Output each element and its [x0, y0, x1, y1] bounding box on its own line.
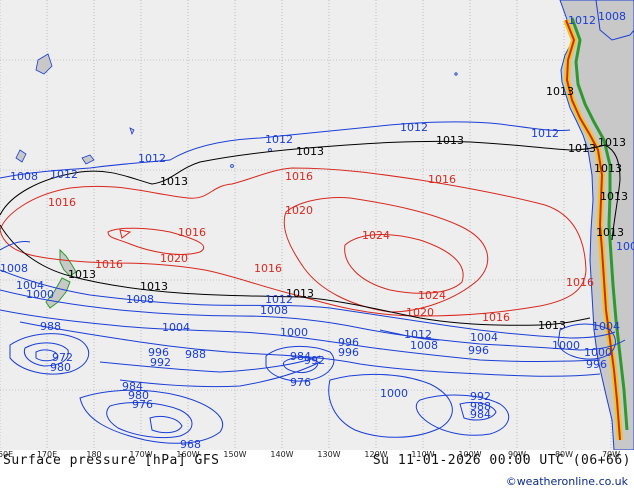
isobar-label: 1013 [160, 175, 188, 188]
isobar-label: 1013 [296, 145, 324, 158]
isobar-label: 1020 [285, 204, 313, 217]
isobar-label: 1016 [178, 226, 206, 239]
isobar-label: 1004 [592, 320, 620, 333]
isobar-label: 1013 [568, 142, 596, 155]
isobar-label: 1013 [598, 136, 626, 149]
isobar-label: 1013 [140, 280, 168, 293]
isobar-label: 968 [180, 438, 201, 450]
isobar-label: 1000 [26, 288, 54, 301]
isobar-label: 1008 [0, 262, 28, 275]
longitude-label: 80W [554, 450, 574, 459]
isobar-label: 1016 [48, 196, 76, 209]
isobar-labels-1013: 1013 1013 1013 1013 1013 1013 1013 1013 … [68, 85, 628, 332]
isobar-label: 1013 [546, 85, 574, 98]
isobar-label: 1016 [428, 173, 456, 186]
isobar-label: 1013 [600, 190, 628, 203]
isobar-label: 1008 [126, 293, 154, 306]
isobar-label: 1024 [362, 229, 390, 242]
isobar-label: 1000 [552, 339, 580, 352]
valid-time: Su 11-01-2026 00:00 UTC (06+66) [372, 453, 631, 468]
isobars-low [0, 121, 626, 444]
isobar-label: 1004 [470, 331, 498, 344]
isobar-label: 1012 [404, 328, 432, 341]
isobar-label: 988 [470, 400, 491, 413]
longitude-label: 110W [411, 450, 435, 459]
isobar-label: 1000 [584, 346, 612, 359]
isobar-label: 996 [338, 346, 359, 359]
isobar-label: 988 [40, 320, 61, 333]
isobar-label: 1016 [285, 170, 313, 183]
isobar-label: 1020 [160, 252, 188, 265]
isobar-label: 1008 [260, 304, 288, 317]
isobar-label: 992 [470, 390, 491, 403]
isobar-label: 1013 [286, 287, 314, 300]
isobar-label: 1013 [436, 134, 464, 147]
ocean-background [0, 0, 634, 450]
longitude-label: 90W [507, 450, 527, 459]
longitude-label: 70W [601, 450, 621, 459]
longitude-label: 160E [0, 450, 14, 459]
isobar-label: 1004 [16, 279, 44, 292]
isobar-label: 996 [586, 358, 607, 371]
isobar-label: 1013 [68, 268, 96, 281]
isobar-label: 1008 [616, 240, 634, 253]
isobar-label: 1012 [400, 121, 428, 134]
isobar-label: 1016 [566, 276, 594, 289]
isobar-label: 984 [122, 380, 143, 393]
isobar-label: 1013 [596, 226, 624, 239]
isobar-label: 1024 [418, 289, 446, 302]
isobar-label: 996 [468, 344, 489, 357]
isobar-label: 1012 [531, 127, 559, 140]
isobars-high [0, 167, 587, 317]
isobar-label: 984 [290, 350, 311, 363]
isobar-label: 1008 [10, 170, 38, 183]
isobars-1013 [0, 140, 621, 326]
isobar-label: 1012 [265, 133, 293, 146]
credit-link[interactable]: ©weatheronline.co.uk [505, 475, 628, 488]
isobar-label: 992 [304, 354, 325, 367]
isobar-label: 1013 [538, 319, 566, 332]
isobar-label: 1013 [594, 162, 622, 175]
isobar-label: 1016 [254, 262, 282, 275]
isobar-label: 984 [470, 408, 491, 421]
isobar-label: 1012 [265, 293, 293, 306]
isobar-label: 1016 [482, 311, 510, 324]
isobar-label: 1008 [410, 339, 438, 352]
longitude-label: 170W [129, 450, 153, 459]
isobar-label: 988 [185, 348, 206, 361]
isobar-label: 1012 [138, 152, 166, 165]
longitude-axis: 160E 170E 180 170W 160W 150W 140W 130W 1… [0, 450, 634, 462]
isobar-label: 992 [150, 356, 171, 369]
isobar-labels-high: 1016 1016 1016 1016 1016 1016 1016 1020 … [48, 170, 594, 324]
isobar-label: 996 [338, 336, 359, 349]
isobar-label: 976 [290, 376, 311, 389]
longitude-label: 170E [36, 450, 58, 459]
isobar-label: 1000 [280, 326, 308, 339]
isobar-label: 980 [50, 361, 71, 374]
longitude-label: 150W [223, 450, 247, 459]
longitude-label: 120W [364, 450, 388, 459]
longitude-label: 100W [458, 450, 482, 459]
isobar-label: 1016 [95, 258, 123, 271]
pressure-map: 1016 1016 1016 1016 1016 1016 1016 1020 … [0, 0, 634, 450]
isobar-label: 996 [148, 346, 169, 359]
isobar-label: 1000 [380, 387, 408, 400]
longitude-label: 130W [317, 450, 341, 459]
isobar-label: 1012 [50, 168, 78, 181]
longitude-label: 140W [270, 450, 294, 459]
map-title: Surface pressure [hPa] GFS [3, 453, 220, 468]
isobar-labels-low: 1012 1012 1012 1012 1012 1012 1008 1008 … [0, 10, 634, 450]
isobar-label: 1004 [162, 321, 190, 334]
longitude-label: 180 [86, 450, 102, 459]
isobar-label: 972 [52, 351, 73, 364]
map-footer: Surface pressure [hPa] GFS Su 11-01-2026… [0, 451, 634, 490]
longitude-label: 160W [176, 450, 200, 459]
south-america [559, 0, 634, 450]
isobar-label: 976 [132, 398, 153, 411]
isobar-label: 1020 [406, 306, 434, 319]
isobar-label: 980 [128, 389, 149, 402]
isobar-label: 1012 [568, 14, 596, 27]
isobar-label: 1008 [598, 10, 626, 23]
